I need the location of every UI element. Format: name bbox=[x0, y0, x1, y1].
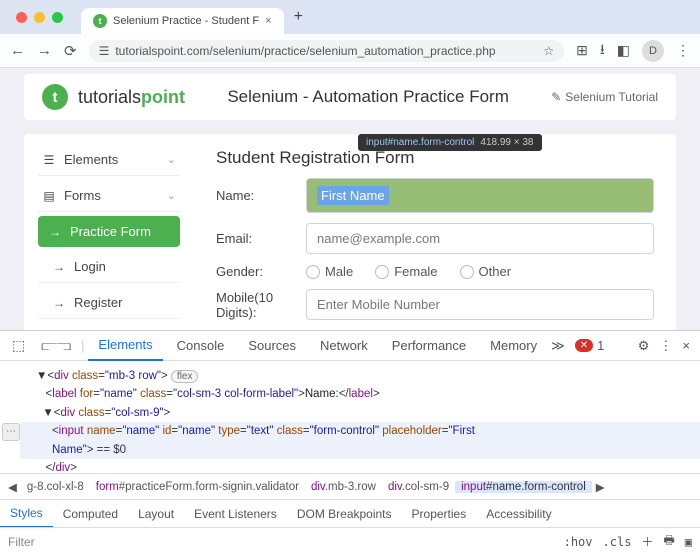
gender-radio-other[interactable]: Other bbox=[460, 264, 512, 279]
device-icon[interactable]: ⫍⫎ bbox=[35, 337, 77, 354]
devtools-close-icon[interactable]: × bbox=[682, 338, 690, 354]
browser-tab[interactable]: t Selenium Practice - Student F × bbox=[81, 8, 284, 34]
crumb-item[interactable]: div.col-sm-9 bbox=[382, 481, 455, 493]
gender-radio-male[interactable]: Male bbox=[306, 264, 353, 279]
traffic-close[interactable] bbox=[16, 12, 27, 23]
favicon-icon: t bbox=[93, 14, 107, 28]
list-icon: ☰ bbox=[42, 153, 56, 167]
hov-toggle[interactable]: :hov bbox=[564, 535, 593, 549]
cls-toggle[interactable]: .cls bbox=[603, 535, 632, 549]
tutorial-link[interactable]: ✎ Selenium Tutorial bbox=[551, 90, 658, 104]
devtools-tab-elements[interactable]: Elements bbox=[88, 331, 162, 361]
name-input[interactable]: First Name bbox=[306, 178, 654, 213]
gender-label: Gender: bbox=[216, 264, 306, 279]
crumb-item[interactable]: div.mb-3.row bbox=[305, 481, 382, 493]
address-bar[interactable]: ☰ tutorialspoint.com/selenium/practice/s… bbox=[89, 40, 565, 62]
panel-icon[interactable]: ◧ bbox=[617, 42, 630, 59]
traffic-minimize[interactable] bbox=[34, 12, 45, 23]
sidebar-item-register[interactable]: →Register bbox=[38, 287, 180, 319]
styles-tab-layout[interactable]: Layout bbox=[128, 500, 184, 528]
sidebar-item-elements[interactable]: ☰Elements⌄ bbox=[38, 144, 180, 176]
new-tab-button[interactable]: + bbox=[294, 8, 303, 26]
new-style-icon[interactable]: ＋ bbox=[641, 533, 653, 550]
devtools-tab-sources[interactable]: Sources bbox=[238, 331, 306, 361]
styles-tab-dombp[interactable]: DOM Breakpoints bbox=[287, 500, 402, 528]
tab-close-icon[interactable]: × bbox=[265, 15, 271, 27]
styles-tab-computed[interactable]: Computed bbox=[53, 500, 128, 528]
error-indicator[interactable]: ✕1 bbox=[575, 338, 605, 353]
gender-radio-female[interactable]: Female bbox=[375, 264, 437, 279]
arrow-right-icon: → bbox=[52, 296, 66, 310]
styles-tab-listeners[interactable]: Event Listeners bbox=[184, 500, 287, 528]
profile-avatar[interactable]: D bbox=[642, 40, 664, 62]
sidebar-item-login[interactable]: →Login bbox=[38, 251, 180, 283]
inspector-tooltip: input#name.form-control418.99 × 38 bbox=[358, 134, 542, 151]
arrow-right-icon: → bbox=[48, 225, 62, 239]
inspect-icon[interactable]: ⬚ bbox=[6, 337, 31, 354]
reload-button[interactable]: ⟳ bbox=[64, 42, 77, 60]
devtools-tab-console[interactable]: Console bbox=[167, 331, 235, 361]
page-title: Selenium - Automation Practice Form bbox=[195, 87, 541, 107]
styles-tab-properties[interactable]: Properties bbox=[402, 500, 477, 528]
back-button[interactable]: ← bbox=[10, 42, 25, 59]
crumb-item[interactable]: form#practiceForm.form-signin.validator bbox=[90, 481, 305, 493]
chevron-down-icon: ⌄ bbox=[167, 189, 176, 202]
styles-tab-styles[interactable]: Styles bbox=[0, 500, 53, 528]
name-label: Name: bbox=[216, 188, 306, 203]
bookmark-icon[interactable]: ☆ bbox=[543, 44, 554, 58]
mobile-input[interactable]: Enter Mobile Number bbox=[306, 289, 654, 320]
crumb-item[interactable]: g-8.col-xl-8 bbox=[21, 481, 90, 493]
download-icon[interactable]: ⭳ bbox=[600, 39, 605, 63]
dom-tree[interactable]: ⋯ ▼<div class="mb-3 row"> flex <label fo… bbox=[0, 361, 700, 473]
devtools-tab-memory[interactable]: Memory bbox=[480, 331, 547, 361]
forward-button[interactable]: → bbox=[37, 42, 52, 59]
crumb-item-active[interactable]: input#name.form-control bbox=[455, 481, 592, 493]
url-text: tutorialspoint.com/selenium/practice/sel… bbox=[115, 44, 537, 58]
collapsed-indicator[interactable]: ⋯ bbox=[2, 423, 20, 441]
form-heading: Student Registration Form bbox=[216, 148, 654, 168]
crumb-right-icon[interactable]: ▶ bbox=[592, 480, 609, 494]
form-icon: ▤ bbox=[42, 189, 56, 203]
tab-title: Selenium Practice - Student F bbox=[113, 15, 259, 27]
extensions-icon[interactable]: ⊞ bbox=[576, 42, 588, 59]
arrow-right-icon: → bbox=[52, 260, 66, 274]
sidebar-item-forms[interactable]: ▤Forms⌄ bbox=[38, 180, 180, 212]
devtools-menu-icon[interactable]: ⋮ bbox=[659, 338, 672, 354]
email-input[interactable]: name@example.com bbox=[306, 223, 654, 254]
chevron-down-icon: ⌄ bbox=[167, 153, 176, 166]
site-info-icon[interactable]: ☰ bbox=[99, 44, 110, 58]
mobile-label: Mobile(10 Digits): bbox=[216, 290, 306, 320]
logo-icon: t bbox=[42, 84, 68, 110]
devtools-tab-network[interactable]: Network bbox=[310, 331, 378, 361]
styles-filter-input[interactable]: Filter bbox=[8, 535, 554, 549]
crumb-left-icon[interactable]: ◀ bbox=[4, 480, 21, 494]
settings-icon[interactable]: ⚙ bbox=[638, 338, 650, 354]
breadcrumb[interactable]: ◀ g-8.col-xl-8 form#practiceForm.form-si… bbox=[0, 473, 700, 499]
email-label: Email: bbox=[216, 231, 306, 246]
menu-icon[interactable]: ⋮ bbox=[676, 42, 690, 59]
print-icon[interactable]: 🖶 bbox=[663, 531, 674, 552]
traffic-maximize[interactable] bbox=[52, 12, 63, 23]
computed-panel-icon[interactable]: ▣ bbox=[685, 535, 692, 549]
logo-text: tutorialspoint bbox=[78, 87, 185, 108]
devtools-tab-performance[interactable]: Performance bbox=[382, 331, 476, 361]
sidebar-item-practice-form[interactable]: →Practice Form bbox=[38, 216, 180, 247]
devtools-more-tabs[interactable]: ≫ bbox=[551, 338, 565, 354]
styles-tab-a11y[interactable]: Accessibility bbox=[476, 500, 561, 528]
